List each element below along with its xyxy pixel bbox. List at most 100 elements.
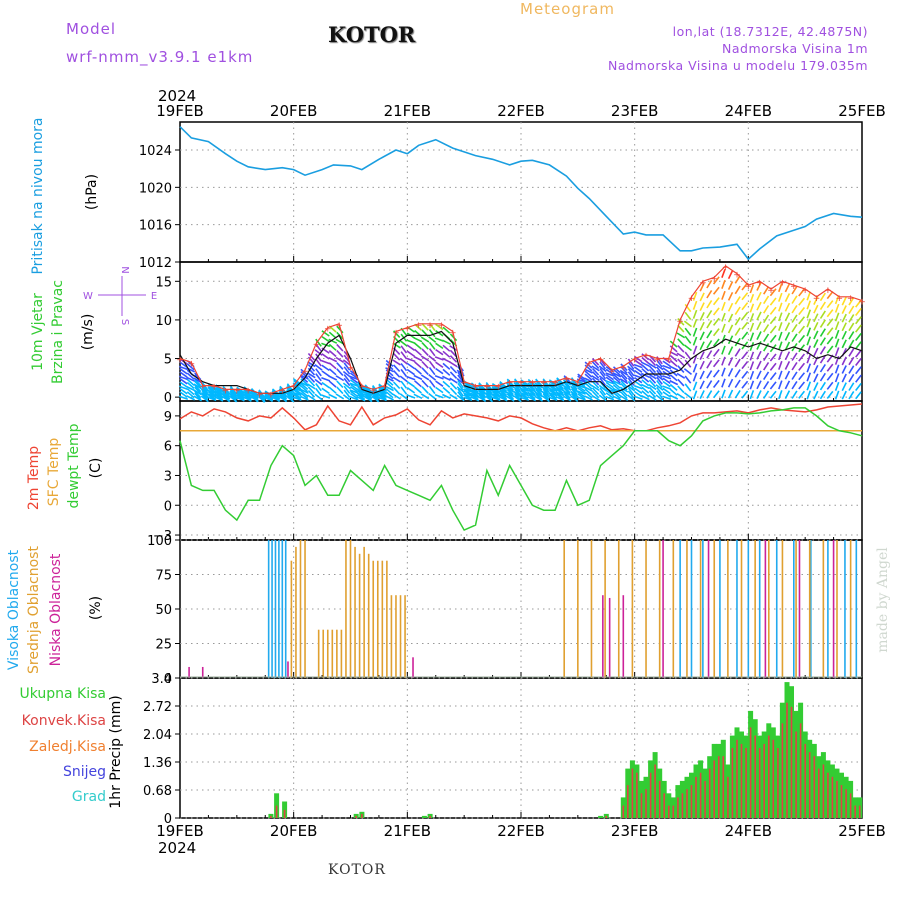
wind-arrows bbox=[179, 269, 862, 403]
wind-arrow bbox=[584, 379, 593, 387]
precip-conv-bar bbox=[740, 743, 743, 818]
wind-arrow bbox=[179, 385, 189, 391]
wind-arrow bbox=[769, 353, 777, 362]
wind-arrow bbox=[591, 371, 600, 379]
precip-conv-bar bbox=[704, 780, 706, 818]
precip-conv-bar bbox=[275, 805, 278, 818]
x-tick-label-top: 21FEB bbox=[384, 102, 431, 120]
wind-arrow bbox=[612, 379, 622, 386]
wind-arrow bbox=[756, 390, 762, 399]
wind-arrow bbox=[806, 390, 812, 400]
wind-arrow bbox=[349, 383, 359, 391]
wind-arrow bbox=[648, 368, 657, 377]
wind-arrow bbox=[413, 374, 423, 381]
wind-arrow bbox=[421, 360, 429, 369]
wind-gust-marker: + bbox=[494, 383, 502, 393]
wind-arrow bbox=[692, 327, 698, 337]
wind-gust-marker: + bbox=[358, 383, 366, 393]
pressure-frame bbox=[179, 121, 863, 263]
precip-conv-bar bbox=[631, 768, 634, 818]
wind-arrow bbox=[599, 367, 607, 377]
wind-gust-marker: + bbox=[665, 356, 673, 366]
wind-arrow bbox=[692, 300, 698, 310]
wind-arrow bbox=[293, 393, 302, 401]
wind-arrow bbox=[428, 348, 436, 357]
wind-arrow bbox=[834, 321, 840, 331]
wind-arrow bbox=[393, 387, 401, 395]
wind-arrow bbox=[834, 338, 840, 348]
wind-arrow bbox=[648, 383, 657, 391]
wind-arrow bbox=[399, 357, 408, 365]
wind-arrow bbox=[641, 379, 650, 387]
wind-arrow bbox=[400, 380, 408, 389]
wind-arrow bbox=[699, 331, 705, 341]
wind-arrow bbox=[299, 388, 309, 394]
wind-arrow bbox=[684, 359, 692, 368]
wind-arrow bbox=[599, 387, 607, 396]
clouds-ytick-label: 0 bbox=[164, 672, 172, 687]
wind-arrow bbox=[506, 388, 514, 397]
wind-arrow bbox=[806, 363, 812, 373]
wind-arrow bbox=[605, 392, 614, 399]
wind-arrow bbox=[328, 349, 337, 358]
wind-arrow bbox=[841, 313, 847, 323]
wind-arrow bbox=[684, 375, 692, 384]
wind-arrow bbox=[570, 388, 578, 397]
wind-arrow bbox=[342, 359, 351, 367]
precip-conv-bar bbox=[283, 809, 286, 818]
wind-arrow bbox=[314, 393, 323, 401]
wind-arrow bbox=[584, 361, 593, 369]
wind-arrow bbox=[806, 372, 812, 382]
wind-arrow bbox=[548, 389, 558, 397]
wind-arrow bbox=[819, 372, 826, 382]
wind-arrow bbox=[684, 335, 692, 344]
wind-arrow bbox=[420, 336, 430, 343]
wind-arrow bbox=[421, 342, 429, 350]
precip-conv-bar bbox=[781, 723, 784, 818]
precip-conv-bar bbox=[777, 748, 779, 818]
wind-arrow bbox=[321, 364, 330, 372]
wind-arrow bbox=[806, 291, 812, 301]
wind-arrow bbox=[584, 386, 593, 392]
wind-gust-marker: + bbox=[415, 321, 423, 331]
wind-arrow bbox=[357, 393, 366, 402]
wind-arrow bbox=[855, 357, 862, 366]
wind-arrow bbox=[699, 282, 705, 292]
wind-arrow bbox=[179, 387, 188, 395]
wind-arrow bbox=[712, 379, 720, 388]
wind-arrow bbox=[349, 396, 359, 401]
wind-arrow bbox=[435, 386, 444, 394]
pressure-ytick-label: 1016 bbox=[139, 219, 172, 234]
wind-arrow bbox=[442, 368, 451, 376]
wind-arrow bbox=[393, 381, 401, 390]
wind-arrow bbox=[669, 359, 678, 367]
wind-arrow bbox=[420, 393, 430, 400]
wind-arrow bbox=[194, 384, 202, 393]
wind-arrow bbox=[855, 374, 862, 383]
wind-arrow bbox=[741, 311, 749, 320]
wind-arrow bbox=[527, 378, 536, 387]
wind-arrow bbox=[699, 351, 705, 360]
wind-gust-marker: + bbox=[529, 379, 537, 389]
wind-arrow bbox=[712, 276, 720, 285]
wind-arrow bbox=[186, 378, 195, 386]
cloud-low-axis-title: Niska Oblacnost bbox=[48, 553, 64, 666]
wind-arrow bbox=[619, 369, 629, 376]
wind-arrow bbox=[478, 386, 486, 395]
wind-arrow bbox=[684, 351, 692, 360]
wind-arrow bbox=[335, 375, 345, 382]
wind-arrow bbox=[307, 394, 316, 401]
wind-arrow bbox=[314, 349, 323, 356]
wind-arrow bbox=[612, 384, 621, 392]
wind-arrow bbox=[656, 376, 663, 385]
wind-arrow bbox=[834, 373, 840, 383]
wind-arrow bbox=[463, 394, 472, 401]
precip-total-bar bbox=[282, 801, 288, 818]
precip-conv-bar bbox=[708, 768, 711, 818]
wind-arrow bbox=[727, 346, 734, 356]
wind-arrow bbox=[385, 395, 394, 401]
wind-arrow bbox=[315, 388, 322, 397]
wind-arrow bbox=[299, 381, 309, 387]
wind-ytick-label: 10 bbox=[155, 314, 172, 329]
wind-arrow bbox=[605, 368, 614, 376]
